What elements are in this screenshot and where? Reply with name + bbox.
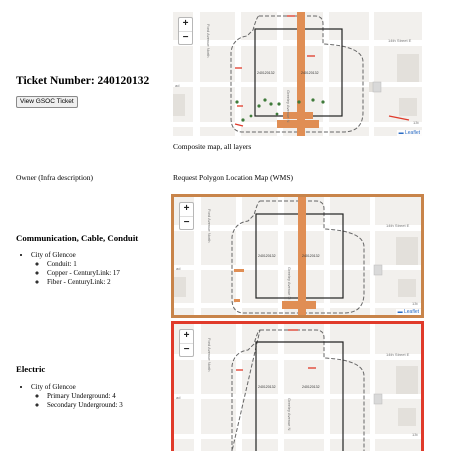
ticket-label: 240120132 [302, 254, 320, 258]
ticket-label: 240120132 [301, 71, 319, 75]
street-label-fragment: 13t [412, 432, 418, 437]
ticket-label: 240120132 [302, 385, 320, 389]
street-label-greeley: Greeley Avenue N [287, 267, 292, 300]
ticket-label: 240120132 [258, 385, 276, 389]
facility-item: Conduit: 1 [47, 260, 120, 269]
zoom-out-button[interactable]: − [180, 216, 193, 229]
ticket-label: 240120132 [257, 71, 275, 75]
owner-item: City of Glencoe Conduit: 1 Copper - Cent… [31, 251, 120, 287]
facility-item: Primary Underground: 4 [47, 392, 123, 401]
zoom-out-button[interactable]: − [179, 31, 192, 44]
street-label-14th: 14th Street E [386, 352, 410, 357]
street-label-14th: 14th Street E [386, 223, 410, 228]
owner-list-electric: City of Glencoe Primary Underground: 4 S… [16, 383, 123, 410]
zoom-out-button[interactable]: − [180, 343, 193, 356]
facility-item: Fiber - CenturyLink: 2 [47, 278, 120, 287]
electric-layer-map[interactable]: 240120132 240120132 14th Street E Ford A… [171, 321, 424, 451]
section-title-electric: Electric [16, 364, 46, 374]
map-column-header: Request Polygon Location Map (WMS) [173, 173, 293, 182]
zoom-in-button[interactable]: + [182, 18, 189, 29]
request-polygon [231, 200, 365, 314]
composite-caption: Composite map, all layers [173, 142, 252, 151]
street-label-ford: Ford Avenue North [207, 209, 212, 243]
street-label-ford: Ford Avenue North [206, 24, 211, 58]
street-label-ford: Ford Avenue North [207, 338, 212, 372]
ticket-label: 240120132 [258, 254, 276, 258]
street-label-fragment: ad [176, 395, 181, 400]
leaflet-logo-icon: ▬ [398, 130, 405, 136]
communication-map-canvas: 240120132 240120132 [174, 197, 421, 315]
zoom-control: + − [178, 17, 193, 45]
street-label-fragment: 13t [413, 120, 419, 125]
owner-item: City of Glencoe Primary Underground: 4 S… [31, 383, 123, 410]
street-label-fragment: 13t [412, 301, 418, 306]
composite-map[interactable]: 240120132 240120132 14th Street E Ford A… [173, 12, 422, 136]
zoom-in-button[interactable]: + [183, 203, 190, 214]
zoom-in-button[interactable]: + [183, 330, 190, 341]
street-label-fragment: ad [176, 266, 181, 271]
owner-list-communication: City of Glencoe Conduit: 1 Copper - Cent… [16, 251, 120, 287]
street-label-14th: 14th Street E [388, 38, 412, 43]
ticket-boundary [255, 341, 344, 451]
facility-item: Secondary Underground: 3 [47, 401, 123, 410]
composite-map-canvas: 240120132 240120132 [173, 12, 422, 136]
leaflet-attribution[interactable]: ▬ Leaflet [396, 130, 422, 136]
leaflet-attribution[interactable]: ▬ Leaflet [395, 309, 421, 315]
section-title-communication: Communication, Cable, Conduit [16, 233, 139, 243]
street-label-greeley: Greeley Avenue N [286, 90, 291, 123]
ticket-title: Ticket Number: 240120132 [16, 75, 150, 87]
view-gsoc-ticket-button[interactable]: View GSOC Ticket [16, 96, 78, 108]
zoom-control: + − [179, 202, 194, 230]
request-polygon [230, 15, 364, 133]
request-polygon [231, 329, 365, 451]
zoom-control: + − [179, 329, 194, 357]
facility-item: Copper - CenturyLink: 17 [47, 269, 120, 278]
street-label-fragment: ad [175, 83, 180, 88]
street-label-greeley: Greeley Avenue N [287, 398, 292, 431]
leaflet-logo-icon: ▬ [397, 309, 404, 315]
electric-map-canvas: 240120132 240120132 [174, 324, 421, 451]
communication-layer-map[interactable]: 240120132 240120132 14th Street E Ford A… [171, 194, 424, 318]
owner-column-header: Owner (Infra description) [16, 173, 94, 182]
